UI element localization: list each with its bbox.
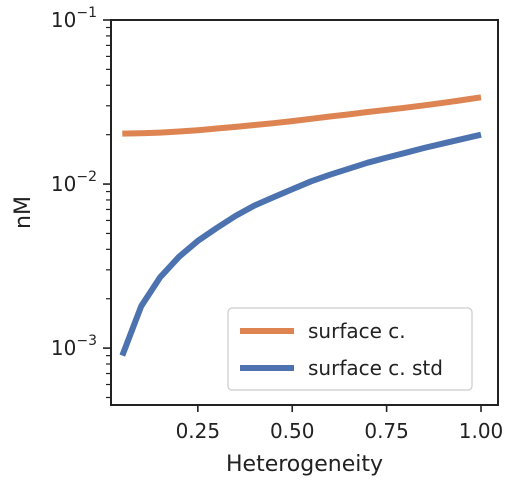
y-tick-label: 10−2 <box>51 169 97 196</box>
ticks-layer: 0.25 0.50 0.75 1.00 10−3 10−2 10−1 <box>51 5 503 443</box>
y-tick-label: 10−3 <box>51 333 97 360</box>
y-axis-label: nM <box>11 196 36 229</box>
series-line-surface-c-std <box>119 131 482 357</box>
legend-label-surface-c-std: surface c. std <box>308 356 443 380</box>
legend: surface c. surface c. std <box>227 307 473 391</box>
plot-frame <box>110 19 499 406</box>
lines-layer <box>119 94 482 357</box>
y-tick-label: 10−1 <box>51 5 97 32</box>
x-axis-label: Heterogeneity <box>226 452 383 477</box>
x-tick-label: 0.75 <box>364 419 409 443</box>
x-tick-label: 1.00 <box>459 419 504 443</box>
x-tick-label: 0.25 <box>176 419 221 443</box>
legend-label-surface-c: surface c. <box>308 319 406 343</box>
x-tick-label: 0.50 <box>270 419 315 443</box>
series-line-surface-c <box>122 94 482 137</box>
